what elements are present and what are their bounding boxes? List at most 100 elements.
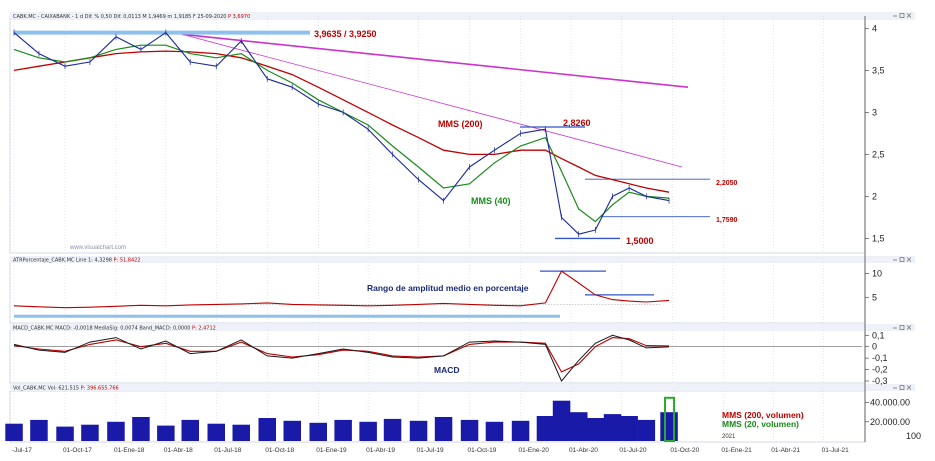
x-tick-label: 01-Abr-21 [771, 447, 800, 454]
volume-y-tick-label: 20.000.00 [870, 417, 910, 427]
volume-close-icon[interactable] [906, 385, 912, 390]
volume-bar [81, 424, 99, 441]
x-tick-label: 01-Ene-20 [519, 447, 550, 454]
atr-header: ATRPorcentaje_CABK.MC Line 1: 4,3298 P: … [13, 258, 141, 264]
minor-resistance-line [181, 33, 683, 168]
atr-panel [9, 261, 866, 324]
price-y-tick-label: 4 [872, 23, 877, 33]
x-tick-label: 01-Abr-18 [164, 447, 193, 454]
volume-bar [434, 417, 453, 441]
volume-layer [5, 396, 678, 442]
macd-y-tick-label: -0,2 [872, 365, 888, 375]
x-tick-label: 01-Abr-19 [366, 447, 395, 454]
volume-bar [570, 412, 588, 441]
x-tick-label: 01-Oct-18 [265, 447, 294, 454]
x-tick-label: 01-Jul-20 [619, 447, 646, 454]
price-header: CABK.MC - CAIXABANK - 1 d Dif. % 0,50 Di… [13, 14, 250, 20]
label-1500: 1,5000 [626, 236, 654, 246]
macd-y-tick-label: -0,3 [872, 376, 888, 386]
volume-bar [258, 418, 276, 441]
volume-bar [383, 418, 402, 441]
volume-bar [30, 419, 48, 441]
label-mms200: MMS (200) [438, 119, 483, 129]
volume-bar [660, 412, 678, 441]
volume-maximize-icon[interactable] [899, 385, 905, 390]
volume-bar [232, 424, 250, 441]
macd-layer [13, 334, 862, 382]
macd-header-bar [10, 324, 915, 331]
axis-layer: -Jul-17 01-Oct-17 01-Ene-18 01-Abr-18 01-Jul… [12, 16, 921, 454]
atr-panel-controls[interactable] [893, 257, 912, 262]
volume-bar [157, 425, 175, 441]
major-resistance-line [181, 33, 689, 88]
macd-maximize-icon[interactable] [899, 325, 905, 330]
volume-bar [181, 419, 199, 441]
x-tick-label: 01-Jul-18 [214, 447, 241, 454]
mms40-line [13, 44, 670, 223]
volume-bar [485, 421, 504, 441]
price-panel-controls[interactable] [893, 13, 912, 18]
volume-bar [107, 421, 125, 441]
macd-panel-controls[interactable] [893, 325, 912, 330]
watermark: www.visualchart.com [69, 245, 126, 251]
volume-bar [511, 420, 530, 441]
price-y-tick-label: 2 [872, 191, 877, 201]
volume-bar [334, 419, 352, 441]
x-tick-label: 01-Oct-19 [468, 447, 497, 454]
macd-y-tick-label: 0 [872, 342, 877, 352]
price-panel [9, 15, 866, 254]
mms200-line [13, 50, 670, 193]
volume-bar [56, 426, 74, 441]
macd-close-icon[interactable] [906, 325, 912, 330]
label-mms40: MMS (40) [471, 196, 511, 206]
price-y-tick-label: 1,5 [872, 233, 885, 243]
label-mms200-volume: MMS (200, volumen) [722, 410, 804, 420]
volume-bar [359, 421, 377, 441]
volume-bar [309, 422, 327, 441]
x-tick-label: 01-Ene-21 [721, 447, 752, 454]
macd-signal-line [13, 337, 670, 373]
label-top-level: 3,9635 / 3,9250 [314, 29, 377, 39]
x-tick-label: 01-Jul-19 [417, 447, 444, 454]
x-tick-label: 01-Ene-19 [316, 447, 347, 454]
atr-y-tick-label: 10 [872, 269, 882, 279]
price-y-tick-label: 3 [872, 107, 877, 117]
volume-bar [132, 417, 150, 441]
atr-line [13, 270, 670, 309]
price-y-tick-label: 3,5 [872, 65, 885, 75]
atr-close-icon[interactable] [906, 257, 912, 262]
volume-bar [409, 420, 428, 441]
x-tick-label: 01-Ene-18 [114, 447, 145, 454]
atr-layer [13, 270, 670, 318]
volume-header: Vol_CABK.MC Vol: 621.515 P: 396.655.766 [13, 386, 119, 392]
volume-bar [603, 414, 622, 441]
x-tick-label: 01-Abr-20 [569, 447, 598, 454]
volume-bar [586, 418, 605, 441]
price-close-icon[interactable] [906, 13, 912, 18]
atr-maximize-icon[interactable] [899, 257, 905, 262]
price-layer [13, 29, 710, 240]
label-2205: 2,2050 [716, 180, 738, 187]
price-header-bar [10, 12, 915, 20]
volume-panel-controls[interactable] [893, 385, 912, 390]
volume-y-tick-label: 100 [906, 431, 921, 441]
volume-bar [283, 420, 301, 441]
label-2826: 2,8260 [563, 118, 591, 128]
x-tick-label: 01-Jul-21 [822, 447, 849, 454]
volume-bar [207, 423, 225, 441]
volume-bar [536, 416, 555, 441]
volume-bar [637, 419, 656, 441]
volume-highlight-box [664, 396, 676, 442]
x-tick-label: 01-Oct-20 [670, 447, 699, 454]
x-tick-label: 01-Oct-17 [63, 447, 92, 454]
volume-header-bar [10, 384, 915, 391]
volume-y-tick-label: 40.000.00 [870, 398, 910, 408]
price-maximize-icon[interactable] [899, 13, 905, 18]
volume-bar [5, 423, 23, 441]
macd-y-tick-label: -0,1 [872, 353, 888, 363]
atr-annotation: Rango de amplitud medio en porcentaje [367, 283, 529, 293]
atr-y-tick-label: 5 [872, 292, 877, 302]
label-mms20-volume: MMS (20, volumen) [722, 419, 799, 429]
grid-lines [13, 16, 824, 442]
